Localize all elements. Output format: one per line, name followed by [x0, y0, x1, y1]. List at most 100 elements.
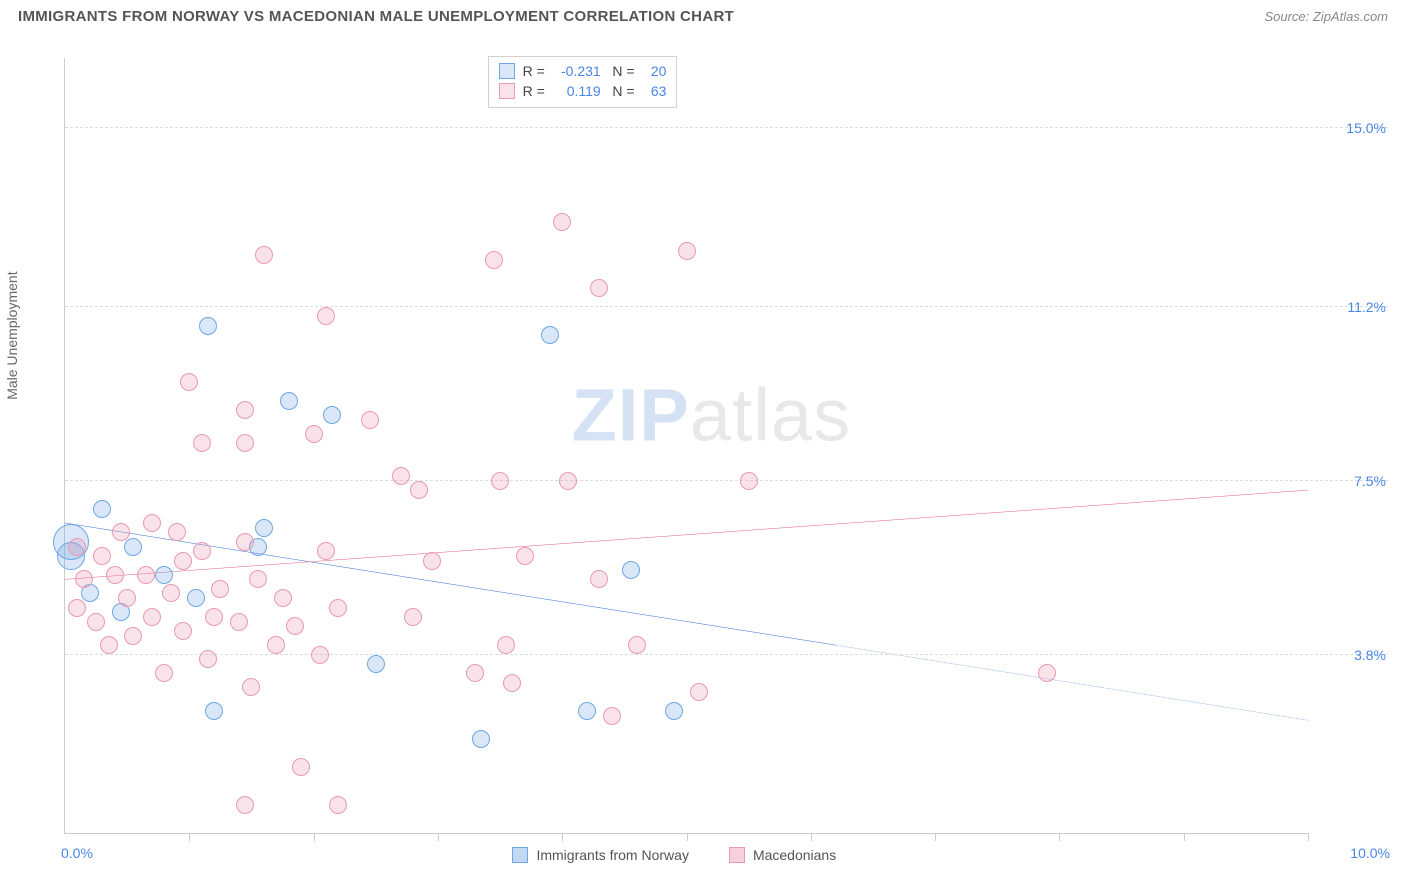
data-point — [472, 730, 490, 748]
chart-area: Male Unemployment ZIPatlas R = -0.231 N … — [18, 38, 1388, 874]
legend-label: Immigrants from Norway — [536, 847, 688, 863]
data-point — [590, 570, 608, 588]
data-point — [236, 434, 254, 452]
data-point — [311, 646, 329, 664]
data-point — [174, 622, 192, 640]
data-point — [236, 533, 254, 551]
data-point — [317, 542, 335, 560]
y-gridline — [65, 306, 1388, 307]
data-point — [329, 599, 347, 617]
data-point — [590, 279, 608, 297]
data-point — [292, 758, 310, 776]
data-point — [137, 566, 155, 584]
y-gridline — [65, 654, 1388, 655]
data-point — [267, 636, 285, 654]
data-point — [286, 617, 304, 635]
data-point — [628, 636, 646, 654]
data-point — [541, 326, 559, 344]
data-point — [155, 664, 173, 682]
legend-row: R = -0.231 N = 20 — [499, 61, 667, 81]
legend-item: Immigrants from Norway — [512, 847, 688, 863]
x-tick — [189, 833, 190, 841]
data-point — [410, 481, 428, 499]
data-point — [124, 627, 142, 645]
scatter-plot: ZIPatlas R = -0.231 N = 20R = 0.119 N = … — [64, 58, 1308, 834]
data-point — [249, 570, 267, 588]
y-tick-label: 15.0% — [1314, 120, 1386, 136]
data-point — [199, 317, 217, 335]
data-point — [559, 472, 577, 490]
x-tick — [1184, 833, 1185, 841]
y-tick-label: 11.2% — [1314, 299, 1386, 315]
data-point — [168, 523, 186, 541]
data-point — [242, 678, 260, 696]
data-point — [155, 566, 173, 584]
x-axis-min-label: 0.0% — [61, 845, 93, 861]
data-point — [100, 636, 118, 654]
legend-row: R = 0.119 N = 63 — [499, 81, 667, 101]
data-point — [578, 702, 596, 720]
data-point — [124, 538, 142, 556]
legend-label: Macedonians — [753, 847, 836, 863]
data-point — [491, 472, 509, 490]
data-point — [622, 561, 640, 579]
data-point — [93, 500, 111, 518]
x-tick — [438, 833, 439, 841]
data-point — [317, 307, 335, 325]
x-tick — [1059, 833, 1060, 841]
legend-swatch — [512, 847, 528, 863]
data-point — [329, 796, 347, 814]
y-axis-label: Male Unemployment — [4, 271, 20, 399]
data-point — [367, 655, 385, 673]
data-point — [497, 636, 515, 654]
data-point — [1038, 664, 1056, 682]
data-point — [180, 373, 198, 391]
data-point — [68, 599, 86, 617]
data-point — [193, 542, 211, 560]
data-point — [68, 538, 86, 556]
data-point — [162, 584, 180, 602]
y-gridline — [65, 127, 1388, 128]
data-point — [361, 411, 379, 429]
watermark-text: ZIPatlas — [572, 372, 851, 457]
data-point — [112, 523, 130, 541]
legend-swatch — [499, 83, 515, 99]
data-point — [603, 707, 621, 725]
source-attribution: Source: ZipAtlas.com — [1264, 9, 1388, 24]
legend-swatch — [729, 847, 745, 863]
data-point — [255, 519, 273, 537]
x-tick — [935, 833, 936, 841]
legend-swatch — [499, 63, 515, 79]
data-point — [423, 552, 441, 570]
data-point — [230, 613, 248, 631]
data-point — [553, 213, 571, 231]
data-point — [503, 674, 521, 692]
data-point — [118, 589, 136, 607]
data-point — [690, 683, 708, 701]
legend-item: Macedonians — [729, 847, 836, 863]
data-point — [255, 246, 273, 264]
y-tick-label: 7.5% — [1314, 473, 1386, 489]
series-legend: Immigrants from Norway Macedonians — [512, 847, 836, 863]
chart-header: IMMIGRANTS FROM NORWAY VS MACEDONIAN MAL… — [0, 0, 1406, 35]
x-tick — [687, 833, 688, 841]
data-point — [665, 702, 683, 720]
data-point — [280, 392, 298, 410]
data-point — [205, 608, 223, 626]
x-tick — [1308, 833, 1309, 841]
data-point — [305, 425, 323, 443]
data-point — [205, 702, 223, 720]
legend-stats: R = 0.119 N = 63 — [523, 81, 667, 101]
data-point — [466, 664, 484, 682]
data-point — [392, 467, 410, 485]
data-point — [75, 570, 93, 588]
y-gridline — [65, 480, 1388, 481]
data-point — [187, 589, 205, 607]
correlation-legend: R = -0.231 N = 20R = 0.119 N = 63 — [488, 56, 678, 108]
trend-line-extrapolated — [836, 645, 1308, 720]
data-point — [143, 514, 161, 532]
data-point — [106, 566, 124, 584]
data-point — [211, 580, 229, 598]
data-point — [274, 589, 292, 607]
chart-title: IMMIGRANTS FROM NORWAY VS MACEDONIAN MAL… — [18, 8, 734, 25]
